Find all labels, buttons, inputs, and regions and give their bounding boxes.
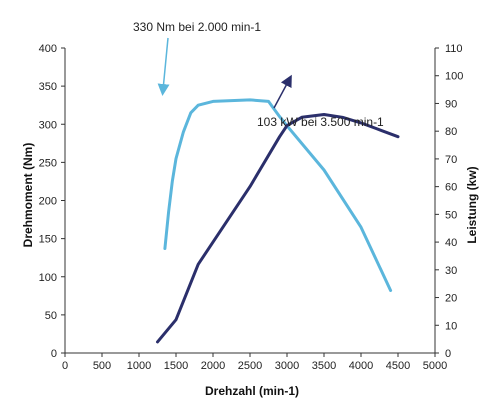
y-left-tick-label: 250: [39, 157, 57, 169]
power-annotation: 103 kW bei 3.500 min-1: [257, 115, 384, 129]
x-tick-label: 2500: [238, 360, 262, 372]
y-right-tick-label: 30: [445, 265, 457, 277]
y-left-tick-label: 300: [39, 119, 57, 131]
x-tick-label: 3500: [312, 360, 336, 372]
y-axis-left-label: Drehmoment (Nm): [21, 143, 35, 248]
y-left-tick-label: 400: [39, 43, 57, 55]
y-right-tick-label: 10: [445, 320, 457, 332]
axes: [64, 48, 436, 354]
y-left-tick-label: 150: [39, 234, 57, 246]
power-annotation-arrow: [273, 74, 292, 109]
series-group: [156, 98, 400, 344]
x-tick-label: 1500: [164, 360, 188, 372]
y-left-tick-label: 0: [51, 348, 57, 360]
x-tick-label: 4000: [349, 360, 373, 372]
y-left-tick-label: 50: [45, 310, 57, 322]
x-tick-label: 5000: [423, 360, 447, 372]
y-left-tick-label: 200: [39, 196, 57, 208]
y-left-tick-label: 100: [39, 272, 57, 284]
y-right-tick-label: 20: [445, 293, 457, 305]
x-tick-label: 1000: [127, 360, 151, 372]
torque-curve-line: [163, 98, 393, 292]
torque-annotation-arrow: [157, 37, 170, 96]
power-curve-line: [156, 113, 400, 344]
x-axis-label: Drehzahl (min-1): [205, 384, 299, 398]
y-right-tick-label: 110: [445, 43, 463, 55]
y-right-tick-label: 80: [445, 126, 457, 138]
x-tick-label: 4500: [386, 360, 410, 372]
ticks: 0 500 1000 1500 2000 2500 3000 3500 4000 4500 5000…: [39, 43, 464, 372]
y-left-tick-label: 350: [39, 81, 57, 93]
y-right-tick-label: 50: [445, 209, 457, 221]
torque-annotation: 330 Nm bei 2.000 min-1: [133, 20, 261, 34]
x-tick-label: 500: [93, 360, 111, 372]
y-right-tick-label: 90: [445, 98, 457, 110]
x-tick-label: 2000: [201, 360, 225, 372]
y-axis-right-label: Leistung (kw): [465, 166, 479, 243]
x-tick-label: 0: [62, 360, 68, 372]
y-right-tick-label: 70: [445, 154, 457, 166]
y-right-tick-label: 100: [445, 71, 463, 83]
x-tick-label: 3000: [275, 360, 299, 372]
y-right-tick-label: 0: [445, 348, 451, 360]
y-right-tick-label: 40: [445, 237, 457, 249]
y-right-tick-label: 60: [445, 182, 457, 194]
